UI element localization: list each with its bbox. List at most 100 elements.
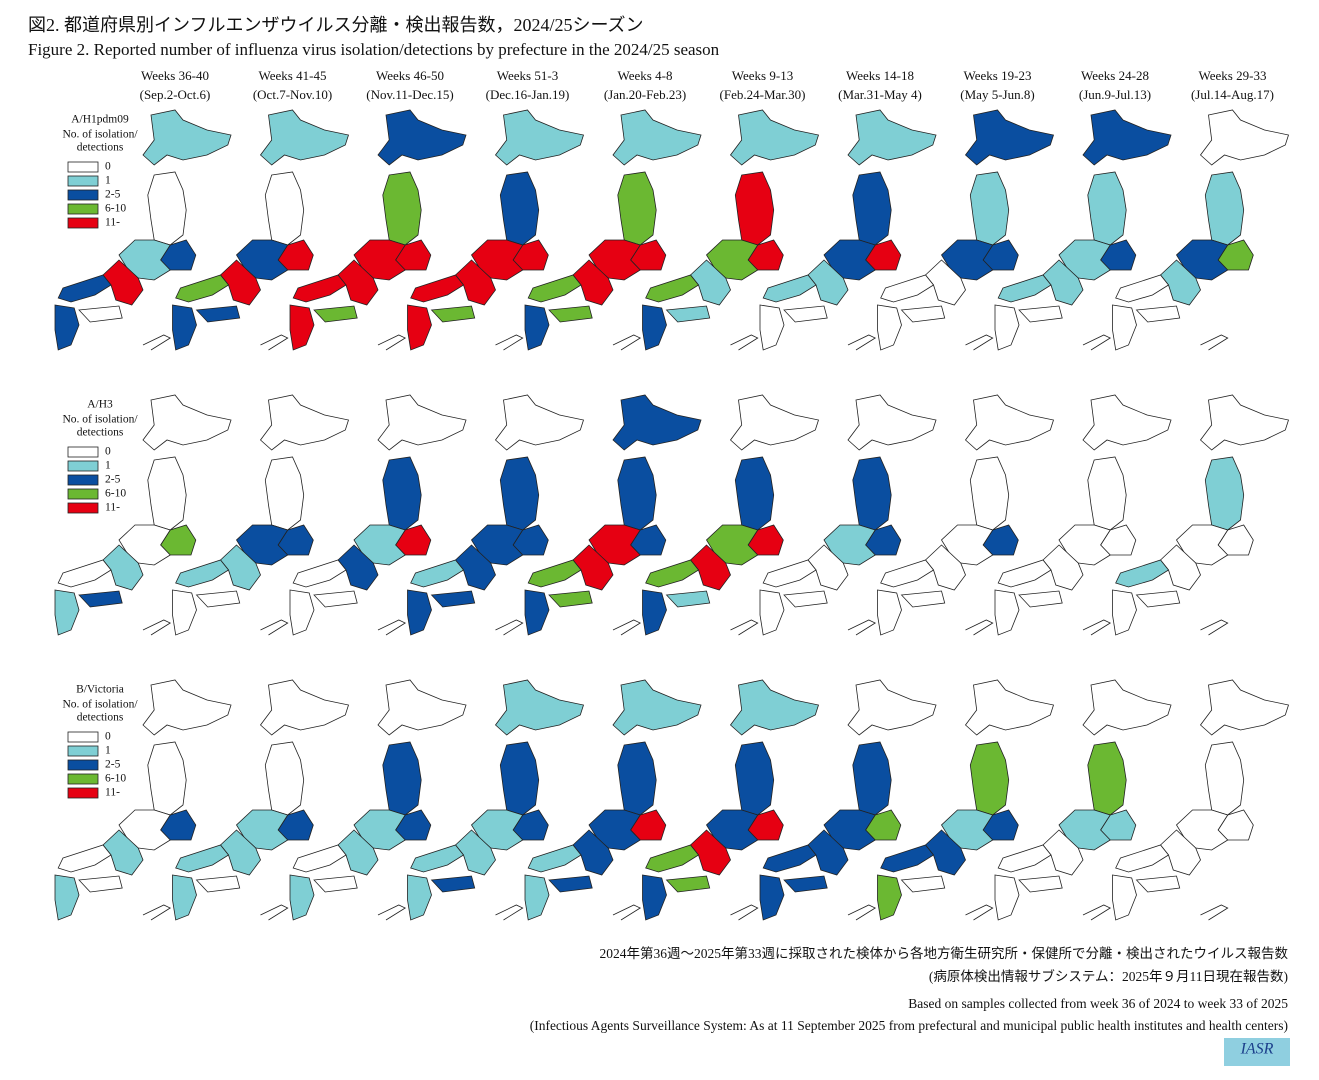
region [848, 680, 936, 735]
prefecture-map [760, 680, 936, 920]
region [528, 560, 581, 587]
legend-swatch [67, 460, 99, 472]
region [853, 742, 891, 815]
prefecture-map [643, 395, 819, 635]
islands [731, 905, 758, 920]
islands [378, 905, 405, 920]
legend-swatch [67, 203, 99, 215]
islands [848, 905, 875, 920]
islands [613, 335, 640, 350]
region [119, 525, 170, 565]
region [525, 875, 549, 920]
region [237, 525, 288, 565]
region [995, 875, 1019, 920]
legend-label: 6-10 [105, 203, 126, 215]
title-en: Figure 2. Reported number of influenza v… [28, 40, 720, 59]
column-dates: (Nov.11-Dec.15) [366, 87, 453, 102]
region [549, 591, 592, 607]
region [265, 457, 303, 530]
region [408, 590, 432, 635]
region [970, 172, 1008, 245]
region [902, 876, 945, 892]
region [881, 560, 934, 587]
region [1083, 110, 1171, 165]
prefecture-map [878, 395, 1054, 635]
legend-title: detections [77, 427, 124, 439]
region [1059, 240, 1110, 280]
region [1088, 457, 1126, 530]
islands [496, 905, 523, 920]
region [589, 810, 640, 850]
region [760, 875, 784, 920]
column-dates: (May 5-Jun.8) [960, 87, 1034, 102]
region [58, 275, 111, 302]
legend-title: No. of isolation/ [62, 414, 138, 426]
region [1177, 810, 1228, 850]
region [500, 457, 538, 530]
legend-label: 11- [105, 787, 120, 799]
region [1083, 680, 1171, 735]
region [613, 680, 701, 735]
islands [1083, 620, 1110, 635]
region [760, 305, 784, 350]
region [496, 110, 584, 165]
region [528, 845, 581, 872]
title-ja: 図2. 都道府県別インフルエンザウイルス分離・検出報告数，2024/25シーズン [28, 15, 644, 35]
region [589, 525, 640, 565]
region [383, 172, 421, 245]
legend-label: 1 [105, 460, 111, 472]
region [58, 845, 111, 872]
legend-label: 2-5 [105, 474, 121, 486]
region [290, 875, 314, 920]
column-dates: (Dec.16-Jan.19) [486, 87, 570, 102]
legend-swatch [67, 488, 99, 500]
islands [966, 905, 993, 920]
legend-swatch [67, 161, 99, 173]
region [848, 395, 936, 450]
footer-note: Based on samples collected from week 36 … [908, 996, 1288, 1011]
region [824, 240, 875, 280]
legend-title: No. of isolation/ [62, 699, 138, 711]
region [173, 305, 197, 350]
region [293, 560, 346, 587]
region [549, 876, 592, 892]
region [265, 172, 303, 245]
region [1177, 240, 1228, 280]
islands [143, 620, 170, 635]
legend-swatch [67, 175, 99, 187]
region [58, 560, 111, 587]
column-weeks: Weeks 9-13 [732, 68, 793, 83]
prefecture-map [173, 680, 349, 920]
region [1201, 680, 1289, 735]
legend-title: detections [77, 142, 124, 154]
region [970, 742, 1008, 815]
region [878, 875, 902, 920]
subtype-label: A/H1pdm09 [71, 114, 129, 126]
region [148, 742, 186, 815]
prefecture-map [173, 110, 349, 350]
prefecture-map [760, 110, 936, 350]
islands [966, 620, 993, 635]
region [1088, 172, 1126, 245]
region [613, 395, 701, 450]
islands [261, 620, 288, 635]
region [707, 525, 758, 565]
legend-label: 2-5 [105, 759, 121, 771]
islands [261, 335, 288, 350]
region [472, 810, 523, 850]
islands [966, 335, 993, 350]
islands [1201, 335, 1228, 350]
footer-note: (病原体検出情報サブシステム：2025年９月11日現在報告数) [929, 968, 1288, 984]
prefecture-map [1113, 110, 1289, 350]
region [314, 306, 357, 322]
region [197, 591, 240, 607]
region [1201, 395, 1289, 450]
region [411, 275, 464, 302]
column-weeks: Weeks 41-45 [259, 68, 327, 83]
prefecture-map [525, 680, 701, 920]
region [378, 110, 466, 165]
islands [261, 905, 288, 920]
region [411, 560, 464, 587]
region [667, 591, 710, 607]
logo-box [1224, 1038, 1290, 1066]
